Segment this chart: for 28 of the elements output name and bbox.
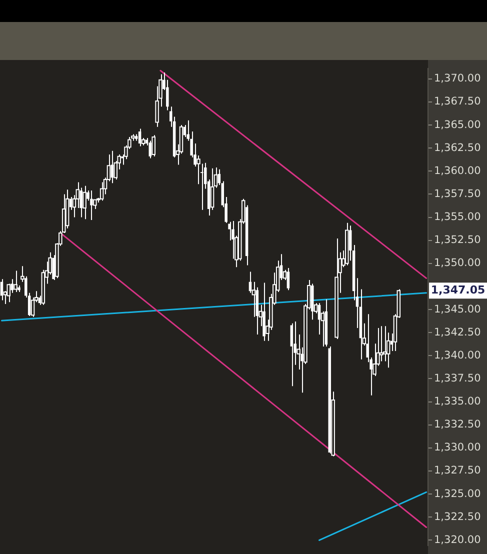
y-tick-label: 1,360.00 xyxy=(434,164,481,177)
candlestick xyxy=(148,140,152,159)
y-tick-label: 1,320.00 xyxy=(434,534,481,546)
y-tick-label: 1,355.00 xyxy=(434,211,481,224)
y-tick-label: 1,322.50 xyxy=(434,510,481,523)
y-tick-label: 1,367.50 xyxy=(434,96,481,108)
y-tick-label: 1,357.50 xyxy=(434,188,481,200)
candlestick xyxy=(290,322,294,387)
candlestick xyxy=(110,150,114,184)
y-tick-label: 1,330.00 xyxy=(434,442,481,454)
y-tick-label: 1,340.00 xyxy=(434,349,481,362)
y-tick-label: 1,352.50 xyxy=(434,234,481,246)
y-tick-label: 1,345.00 xyxy=(434,303,481,316)
text: 1,347.05 xyxy=(430,283,486,296)
y-tick-label: 1,332.50 xyxy=(434,418,481,431)
y-tick-label: 1,327.50 xyxy=(434,464,481,477)
candlestick xyxy=(228,221,231,241)
candlestick xyxy=(90,190,93,221)
candlestick xyxy=(286,268,290,291)
y-tick-label: 1,365.00 xyxy=(434,118,481,131)
y-tick-label: 1,350.00 xyxy=(434,257,481,270)
y-tick-label: 1,362.50 xyxy=(434,142,481,154)
y-tick-label: 1,342.50 xyxy=(434,326,481,338)
candlestick xyxy=(138,128,142,147)
y-tick-label: 1,335.00 xyxy=(434,396,481,408)
y-tick-label: 1,337.50 xyxy=(434,372,481,384)
y-tick-label: 1,370.00 xyxy=(434,72,481,85)
y-tick-label: 1,325.00 xyxy=(434,488,481,500)
